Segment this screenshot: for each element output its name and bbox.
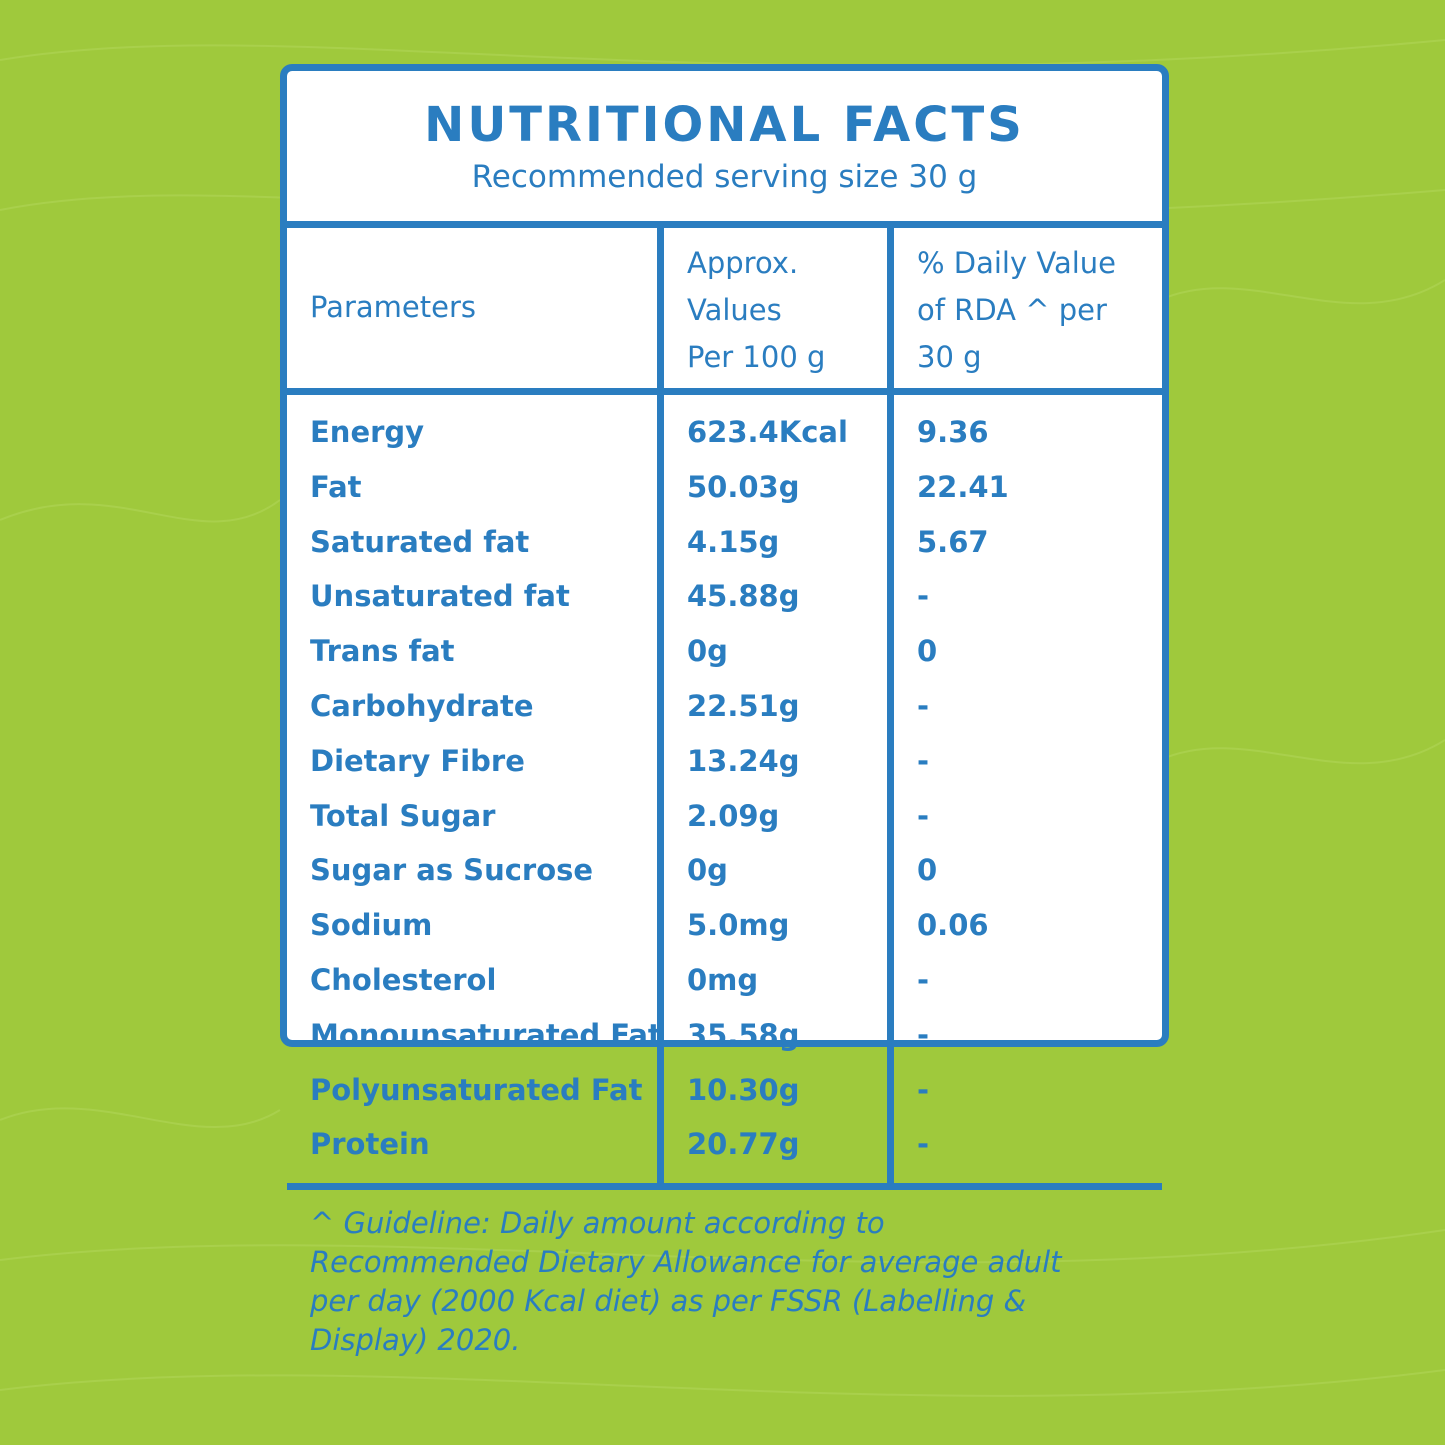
nutrient-daily-value: -	[917, 579, 930, 614]
header-line: Values	[687, 293, 782, 327]
nutrient-rows: Energy 623.4Kcal 9.36 Fat 50.03g 22.41 Saturat…	[287, 405, 1162, 1172]
nutrient-daily-value: -	[917, 1127, 930, 1162]
nutrient-name: Fat	[310, 469, 362, 504]
header-line: of RDA ^ per	[917, 293, 1107, 327]
table-row: Polyunsaturated Fat 10.30g -	[287, 1063, 1162, 1118]
nutrient-name: Total Sugar	[310, 798, 496, 833]
nutrient-name: Cholesterol	[310, 962, 497, 997]
nutrient-daily-value: 5.67	[917, 524, 989, 559]
header-line: Per 100 g	[687, 340, 826, 374]
nutrient-value: 623.4Kcal	[687, 415, 848, 449]
column-divider	[887, 228, 894, 388]
nutrient-daily-value: -	[917, 1072, 930, 1107]
rda-footnote: ^ Guideline: Daily amount according to R…	[287, 1190, 1162, 1360]
table-row: Monounsaturated Fat 35.58g -	[287, 1008, 1162, 1063]
nutrient-daily-value: 22.41	[917, 469, 1009, 504]
table-row: Sodium 5.0mg 0.06	[287, 898, 1162, 953]
nutrient-name: Energy	[310, 415, 425, 449]
header-line: % Daily Value	[917, 246, 1117, 280]
nutrient-value: 20.77g	[687, 1127, 800, 1162]
nutrient-daily-value: 0	[917, 853, 938, 888]
column-divider	[657, 395, 664, 1183]
nutrient-name: Monounsaturated Fat	[310, 1017, 662, 1052]
column-header-row: Parameters Approx. Values Per 100 g % Da…	[287, 228, 1162, 395]
table-row: Unsaturated fat 45.88g -	[287, 569, 1162, 624]
nutrient-value: 45.88g	[687, 579, 800, 614]
nutrient-name: Polyunsaturated Fat	[310, 1072, 643, 1107]
footnote-line: ^ Guideline: Daily amount according to	[310, 1206, 885, 1240]
footnote-line: Display) 2020.	[310, 1323, 521, 1357]
column-header-daily-value: % Daily Value of RDA ^ per 30 g	[917, 240, 1147, 381]
column-divider	[657, 228, 664, 388]
nutrient-name: Sugar as Sucrose	[310, 853, 594, 888]
header-line: 30 g	[917, 340, 982, 374]
table-row: Fat 50.03g 22.41	[287, 460, 1162, 515]
table-row: Dietary Fibre 13.24g -	[287, 734, 1162, 789]
nutrient-value: 2.09g	[687, 798, 780, 833]
nutrient-value: 50.03g	[687, 469, 800, 504]
nutrient-daily-value: -	[917, 962, 930, 997]
nutrient-daily-value: 0	[917, 634, 938, 669]
nutrient-value: 10.30g	[687, 1072, 800, 1107]
table-row: Trans fat 0g 0	[287, 624, 1162, 679]
table-row: Total Sugar 2.09g -	[287, 789, 1162, 844]
panel-title: NUTRITIONAL FACTS	[424, 97, 1025, 153]
nutrient-table-body: Energy 623.4Kcal 9.36 Fat 50.03g 22.41 Saturat…	[287, 395, 1162, 1190]
column-header-approx-values: Approx. Values Per 100 g	[687, 240, 872, 381]
header-line: Approx.	[687, 246, 799, 280]
column-header-parameters: Parameters	[310, 290, 476, 324]
nutrient-name: Protein	[310, 1127, 430, 1162]
table-row: Protein 20.77g -	[287, 1117, 1162, 1172]
nutrient-daily-value: 0.06	[917, 908, 989, 943]
footnote-line: per day (2000 Kcal diet) as per FSSR (La…	[310, 1284, 1027, 1318]
table-row: Carbohydrate 22.51g -	[287, 679, 1162, 734]
nutrient-value: 5.0mg	[687, 908, 790, 943]
nutrient-value: 35.58g	[687, 1017, 800, 1052]
table-row: Saturated fat 4.15g 5.67	[287, 515, 1162, 570]
nutrient-daily-value: -	[917, 1017, 930, 1052]
nutrient-value: 4.15g	[687, 524, 780, 559]
nutrient-daily-value: -	[917, 743, 930, 778]
nutrient-value: 0mg	[687, 962, 759, 997]
table-row: Energy 623.4Kcal 9.36	[287, 405, 1162, 460]
nutrient-daily-value: 9.36	[917, 415, 989, 449]
nutrient-value: 13.24g	[687, 743, 800, 778]
nutrient-name: Saturated fat	[310, 524, 530, 559]
nutrient-daily-value: -	[917, 688, 930, 723]
table-row: Sugar as Sucrose 0g 0	[287, 843, 1162, 898]
nutrient-name: Carbohydrate	[310, 688, 534, 723]
nutrient-value: 22.51g	[687, 688, 800, 723]
panel-header: NUTRITIONAL FACTS Recommended serving si…	[287, 71, 1162, 228]
column-divider	[887, 395, 894, 1183]
nutrition-facts-panel: NUTRITIONAL FACTS Recommended serving si…	[280, 64, 1169, 1357]
table-row: Cholesterol 0mg -	[287, 953, 1162, 1008]
serving-size: Recommended serving size 30 g	[471, 159, 978, 195]
nutrient-name: Trans fat	[310, 634, 455, 669]
nutrient-name: Sodium	[310, 908, 433, 943]
nutrient-daily-value: -	[917, 798, 930, 833]
nutrient-value: 0g	[687, 853, 728, 888]
nutrient-name: Dietary Fibre	[310, 743, 525, 778]
nutrient-name: Unsaturated fat	[310, 579, 570, 614]
footnote-line: Recommended Dietary Allowance for averag…	[310, 1245, 1062, 1279]
nutrient-value: 0g	[687, 634, 728, 669]
